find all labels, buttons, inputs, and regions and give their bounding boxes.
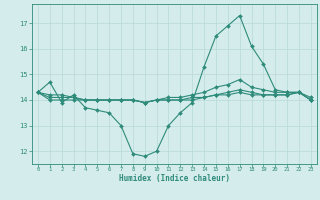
X-axis label: Humidex (Indice chaleur): Humidex (Indice chaleur) xyxy=(119,174,230,183)
